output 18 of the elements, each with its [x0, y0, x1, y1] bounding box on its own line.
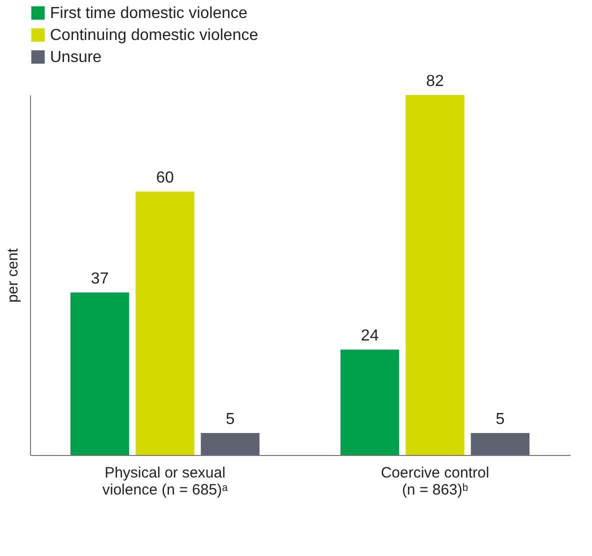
bar [406, 95, 464, 455]
legend-label: First time domestic violence [50, 5, 248, 22]
data-label: 37 [90, 270, 109, 288]
legend-label: Unsure [50, 49, 102, 66]
legend-label: Continuing domestic violence [50, 27, 258, 44]
bar [470, 433, 530, 455]
data-label: 24 [360, 328, 379, 345]
data-label: 60 [156, 170, 174, 187]
data-label: 82 [426, 73, 444, 90]
bar [70, 292, 130, 455]
data-label: 5 [226, 411, 235, 428]
x-tick-label: Coercive control (n = 863)ᵇ [380, 464, 490, 498]
y-axis-title: per cent [4, 248, 22, 303]
bar [340, 350, 400, 455]
x-tick-label: Physical or sexual violence (n = 685)ᵃ [102, 464, 228, 498]
bar [200, 433, 260, 455]
data-label: 5 [496, 411, 505, 428]
bar [136, 192, 194, 455]
